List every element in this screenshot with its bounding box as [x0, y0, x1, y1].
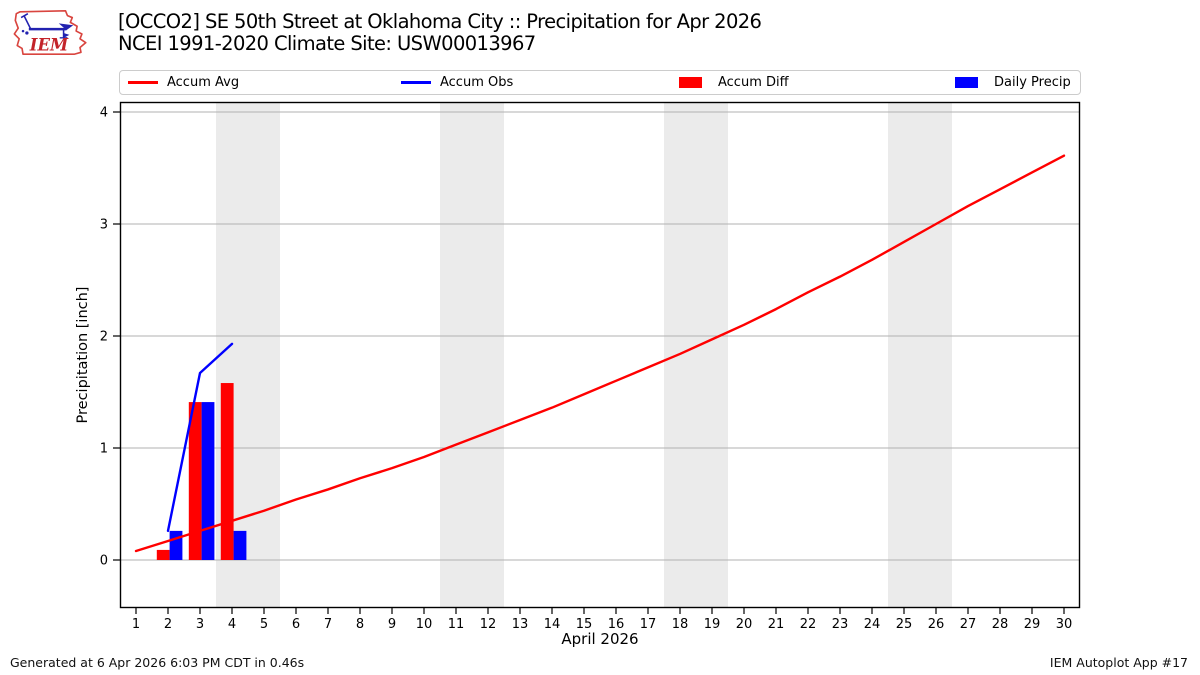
x-tick-label: 15 [576, 617, 593, 632]
x-tick-label: 26 [928, 617, 945, 632]
x-tick-label: 2 [164, 617, 172, 632]
x-tick-label: 24 [864, 617, 881, 632]
y-tick-label: 1 [100, 442, 108, 457]
accum-diff-bar [220, 383, 234, 560]
x-tick-label: 6 [292, 617, 300, 632]
x-tick-label: 29 [1024, 617, 1041, 632]
x-tick-label: 4 [228, 617, 236, 632]
logo-iem-text: IEM [29, 35, 69, 54]
legend-label-accum-obs: Accum Obs [440, 75, 514, 90]
weekend-shading-band [888, 102, 952, 608]
x-tick-label: 10 [416, 617, 433, 632]
legend-label-daily-precip: Daily Precip [994, 75, 1071, 90]
accum-diff-rect-swatch [679, 77, 702, 88]
chart-title: [OCCO2] SE 50th Street at Oklahoma City … [118, 10, 762, 55]
x-tick-label: 19 [704, 617, 721, 632]
legend-item-accum-avg: Accum Avg [128, 71, 239, 94]
y-axis-label: Precipitation [inch] [75, 287, 91, 424]
x-tick-label: 18 [672, 617, 689, 632]
accum-diff-bar [156, 549, 170, 560]
y-tick-label: 0 [100, 554, 108, 569]
x-tick-label: 20 [736, 617, 753, 632]
y-tick-label: 3 [100, 218, 108, 233]
weekend-shading-band [440, 102, 504, 608]
x-tick-label: 7 [324, 617, 332, 632]
x-tick-label: 13 [512, 617, 529, 632]
accum-obs-line-swatch [401, 80, 431, 85]
accum-diff-bar [188, 402, 202, 560]
title-line-1: [OCCO2] SE 50th Street at Oklahoma City … [118, 10, 762, 33]
daily-precip-bar [233, 530, 247, 560]
x-tick-label: 23 [832, 617, 849, 632]
legend-label-accum-diff: Accum Diff [718, 75, 789, 90]
y-tick-label: 4 [100, 106, 108, 121]
iowa-outline [13, 9, 87, 56]
x-tick-label: 1 [132, 617, 140, 632]
x-tick-label: 5 [260, 617, 268, 632]
legend-item-accum-obs: Accum Obs [401, 71, 513, 94]
plot-border [119, 101, 1081, 609]
daily-precip-rect-swatch [955, 77, 978, 88]
weather-vane-icon [20, 13, 74, 39]
app-credit: IEM Autoplot App #17 [1049, 655, 1188, 670]
x-tick-label: 27 [960, 617, 977, 632]
legend-item-daily-precip: Daily Precip [955, 71, 1071, 94]
weekend-shading-band [664, 102, 728, 608]
x-tick-label: 28 [992, 617, 1009, 632]
x-tick-label: 3 [196, 617, 204, 632]
title-line-2: NCEI 1991-2020 Climate Site: USW00013967 [118, 31, 536, 55]
x-tick-label: 11 [448, 617, 465, 632]
x-tick-label: 25 [896, 617, 913, 632]
x-axis-label: April 2026 [561, 630, 638, 648]
y-tick-label: 2 [100, 330, 108, 345]
x-tick-label: 21 [768, 617, 785, 632]
accum-avg-line-swatch [128, 80, 158, 85]
accum-avg-line [134, 154, 1066, 553]
x-tick-label: 30 [1056, 617, 1073, 632]
accum-obs-line [166, 342, 234, 533]
x-tick-label: 16 [608, 617, 625, 632]
daily-precip-bar [201, 402, 215, 560]
x-tick-label: 8 [356, 617, 364, 632]
x-tick-label: 12 [480, 617, 497, 632]
x-tick-label: 22 [800, 617, 817, 632]
legend-item-accum-diff: Accum Diff [679, 71, 789, 94]
x-tick-label: 14 [544, 617, 561, 632]
x-tick-label: 17 [640, 617, 657, 632]
legend-box: Accum Avg Accum Obs Accum Diff Daily Pre… [119, 70, 1081, 95]
x-tick-label: 9 [388, 617, 396, 632]
generated-timestamp: Generated at 6 Apr 2026 6:03 PM CDT in 0… [10, 655, 305, 670]
iem-logo: IEM [13, 9, 87, 56]
daily-precip-bar [169, 530, 183, 560]
legend-label-accum-avg: Accum Avg [167, 75, 240, 90]
